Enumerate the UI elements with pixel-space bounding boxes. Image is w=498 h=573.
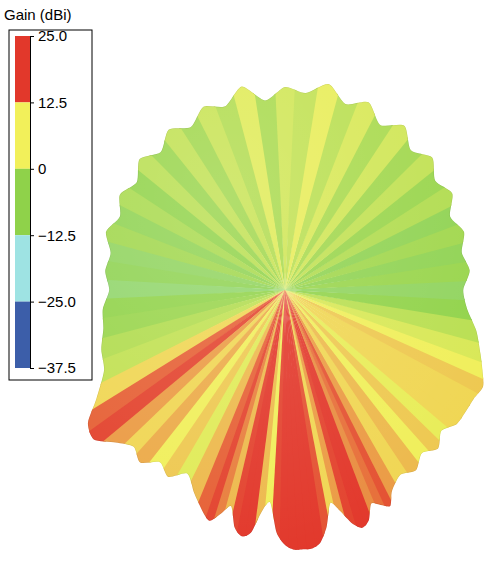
colorbar-tick: −37.5 [30, 359, 76, 376]
colorbar-tick: −12.5 [30, 227, 76, 244]
pattern [0, 0, 498, 573]
colorbar-band [15, 235, 30, 301]
colorbar-tick-mark [30, 102, 34, 103]
colorbar-band [15, 36, 30, 102]
colorbar-tick-label: 12.5 [38, 94, 67, 111]
shading [0, 0, 498, 573]
chart: Gain (dBi) 25.0 12.5 0 −12.5 −25.0 −37.5 [0, 0, 498, 573]
colorbar-band [15, 302, 30, 368]
colorbar-tick: 12.5 [30, 94, 67, 111]
colorbar-band [15, 169, 30, 235]
colorbar-tick-label: −25.0 [38, 293, 76, 310]
colorbar-tick-label: 0 [38, 160, 46, 177]
colorbar-tick-mark [30, 36, 34, 37]
colorbar-tick-label: 25.0 [38, 27, 67, 44]
colorbar: Gain (dBi) 25.0 12.5 0 −12.5 −25.0 −37.5 [4, 6, 92, 380]
colorbar-band [15, 102, 30, 168]
colorbar-tick: 0 [30, 160, 46, 177]
colorbar-tick-mark [30, 235, 34, 236]
pattern-outline [88, 84, 484, 550]
colorbar-axis: 25.0 12.5 0 −12.5 −25.0 −37.5 [30, 27, 76, 376]
colorbar-tick-mark [30, 302, 34, 303]
pattern-sectors [0, 0, 498, 573]
colorbar-tick-label: −37.5 [38, 359, 76, 376]
colorbar-tick-mark [30, 368, 34, 369]
colorbar-tick: −25.0 [30, 293, 76, 310]
colorbar-frame [9, 30, 92, 380]
colorbar-title: Gain (dBi) [4, 6, 72, 23]
colorbar-axis-line [31, 37, 35, 369]
colorbar-tick: 25.0 [30, 27, 67, 44]
colorbar-tick-mark [30, 169, 34, 170]
colorbar-tick-label: −12.5 [38, 227, 76, 244]
